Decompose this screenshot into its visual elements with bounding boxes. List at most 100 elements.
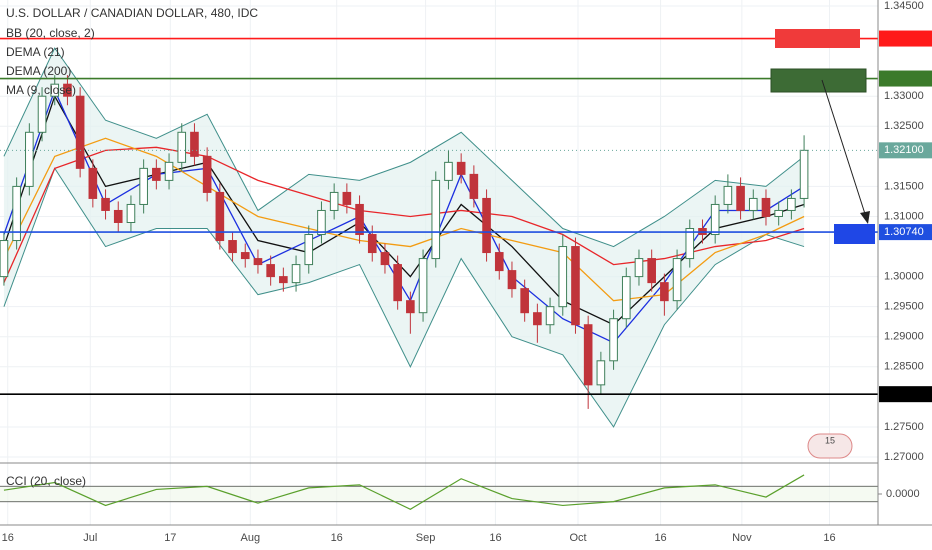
level-label-bg [879, 142, 932, 159]
candle-body [329, 191, 339, 211]
candle-body [37, 95, 47, 133]
candle-body [634, 258, 644, 278]
candle-body [253, 258, 263, 266]
x-tick-label: 16 [654, 532, 666, 544]
level-label-bg [879, 30, 932, 47]
candle-body [25, 131, 34, 187]
candle-body [266, 264, 275, 278]
candle-body [774, 209, 783, 217]
candle-body [126, 203, 136, 223]
candle-body [621, 276, 631, 320]
x-tick-label: 16 [489, 532, 501, 544]
badge: 15 [807, 433, 853, 459]
x-tick-label: 17 [164, 532, 176, 544]
candle-body [88, 167, 98, 199]
x-tick-label: 16 [823, 532, 835, 544]
level-label: 1.30740 [884, 226, 924, 238]
x-tick-label: Sep [416, 532, 436, 544]
candle-body [787, 197, 796, 211]
candle-body [202, 155, 212, 193]
candle-body [545, 306, 555, 326]
candle-body [710, 203, 720, 236]
y-tick-label: 1.28500 [884, 361, 924, 373]
zone-red [775, 29, 860, 48]
cci-title: CCI (20, close) [6, 474, 86, 488]
y-tick-label: 1.31500 [884, 180, 924, 192]
candle-body [215, 191, 225, 242]
y-tick-label: 1.27500 [884, 421, 924, 433]
x-tick-label: Jul [83, 532, 97, 544]
bb-fill [3, 48, 805, 427]
candle-body [761, 197, 771, 217]
candle-body [228, 240, 237, 254]
x-tick-label: Aug [241, 532, 261, 544]
candle-body [482, 197, 491, 254]
candle-body [571, 246, 580, 326]
candle-body [50, 83, 60, 97]
candle-body [367, 234, 377, 254]
bb-lower [3, 167, 805, 428]
y-tick-label: 1.31000 [884, 210, 924, 222]
candle-body [456, 161, 466, 175]
candle-body [101, 197, 110, 211]
candle-body [418, 258, 428, 314]
legend-entry: BB (20, close, 2) [6, 26, 95, 40]
candle-body [393, 264, 402, 302]
candle-body [12, 185, 21, 242]
cci-band [0, 486, 878, 502]
candle-body [406, 300, 415, 314]
candle-body [799, 149, 809, 199]
zone-blue [834, 224, 875, 244]
y-tick-label: 1.29500 [884, 301, 924, 313]
candle-body [139, 167, 148, 205]
candle-body [533, 312, 542, 326]
candle-body [240, 252, 250, 260]
candle-body [291, 264, 301, 284]
candle-body [63, 83, 72, 97]
arrow [821, 79, 867, 218]
candle-body [177, 131, 187, 163]
candle-body [342, 191, 352, 205]
candle-body [152, 167, 161, 181]
zone-green [770, 68, 867, 93]
y-tick-label: 1.29000 [884, 331, 924, 343]
x-tick-label: 16 [2, 532, 14, 544]
plot [0, 37, 878, 510]
candle-body [380, 252, 390, 266]
y-tick-label: 1.32500 [884, 120, 924, 132]
candle-body [647, 258, 656, 284]
candle-body [736, 185, 745, 211]
candle-body [355, 203, 364, 236]
badge-text: 15 [825, 435, 835, 445]
y-tick-label: 1.30000 [884, 271, 924, 283]
y-tick-label: 1.27000 [884, 451, 924, 463]
badge-bg [807, 433, 853, 459]
x-tick-label: Oct [569, 532, 586, 544]
candle-body [672, 258, 682, 302]
level-label: 1.32100 [884, 144, 924, 156]
legend-entry: DEMA (200) [6, 64, 71, 78]
candle-body [444, 161, 453, 181]
candle-body [279, 276, 288, 284]
candle-body [431, 179, 441, 260]
candle-body [660, 282, 669, 302]
legend-entry: MA (9, close) [6, 83, 76, 97]
candle-body [75, 95, 85, 169]
cci-tick-label: 0.0000 [886, 488, 920, 500]
candle-body [164, 161, 174, 181]
candle-body [304, 234, 314, 266]
level-label-bg [879, 224, 932, 241]
y-tick-label: 1.34500 [884, 0, 924, 12]
candle-body [583, 324, 593, 386]
candle-body [190, 131, 199, 157]
candle-body [558, 246, 568, 308]
candle-body [0, 240, 9, 278]
legend-entry: DEMA (21) [6, 45, 65, 59]
candle-body [520, 288, 529, 314]
candle-body [685, 228, 695, 260]
candle-body [609, 318, 618, 362]
y-tick-label: 1.33000 [884, 90, 924, 102]
candle-body [113, 209, 123, 223]
indicator-line [3, 146, 805, 283]
